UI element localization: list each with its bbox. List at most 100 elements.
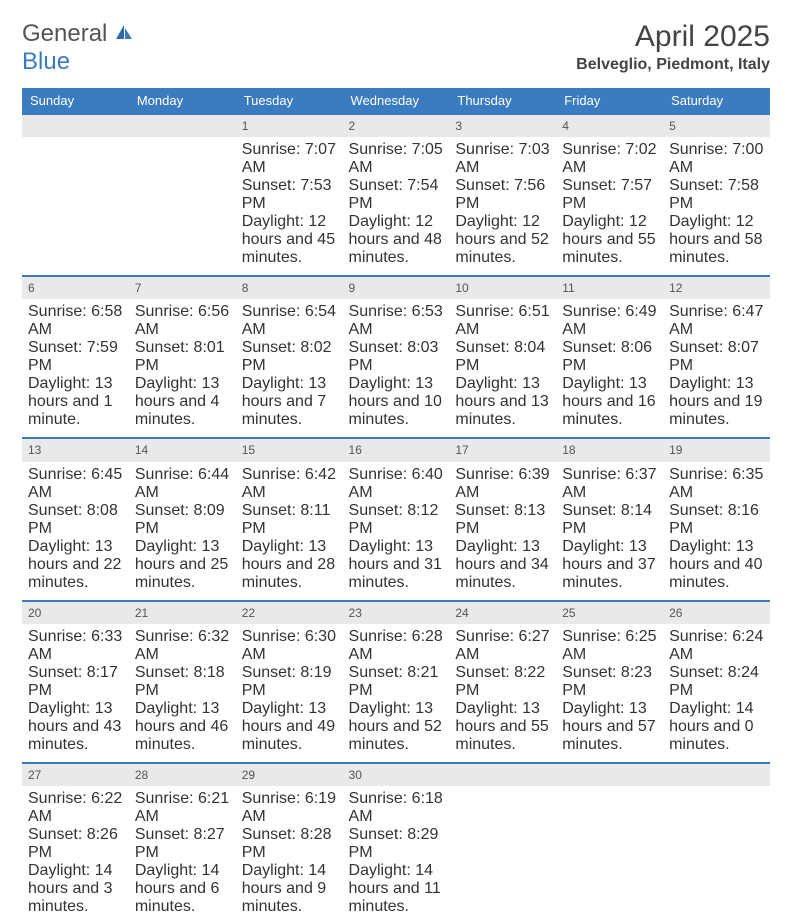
day-content-cell: Sunrise: 6:44 AMSunset: 8:09 PMDaylight:… [129, 462, 236, 601]
daylight-text: Daylight: 14 hours and 0 minutes. [669, 700, 754, 753]
daylight-text: Daylight: 13 hours and 1 minute. [28, 375, 113, 428]
day-number-cell: 9 [343, 276, 450, 299]
sunrise-text: Sunrise: 6:19 AM [242, 790, 336, 825]
day-content-cell: Sunrise: 6:33 AMSunset: 8:17 PMDaylight:… [22, 624, 129, 763]
day-number-row: 27282930 [22, 763, 770, 786]
day-number-cell: 5 [663, 114, 770, 137]
day-content-cell: Sunrise: 6:51 AMSunset: 8:04 PMDaylight:… [449, 299, 556, 438]
day-header-cell: Monday [129, 88, 236, 114]
sunrise-text: Sunrise: 6:30 AM [242, 628, 336, 663]
sunset-text: Sunset: 8:18 PM [135, 664, 225, 699]
day-header-cell: Thursday [449, 88, 556, 114]
day-content-cell: Sunrise: 7:05 AMSunset: 7:54 PMDaylight:… [343, 137, 450, 276]
sunset-text: Sunset: 8:13 PM [455, 502, 545, 537]
day-number-cell: 22 [236, 601, 343, 624]
day-content-row: Sunrise: 6:45 AMSunset: 8:08 PMDaylight:… [22, 462, 770, 601]
day-content-cell: Sunrise: 6:37 AMSunset: 8:14 PMDaylight:… [556, 462, 663, 601]
day-number-cell [556, 763, 663, 786]
day-number-cell: 28 [129, 763, 236, 786]
day-content-cell: Sunrise: 6:25 AMSunset: 8:23 PMDaylight:… [556, 624, 663, 763]
day-number-cell: 2 [343, 114, 450, 137]
sunset-text: Sunset: 8:01 PM [135, 339, 225, 374]
daylight-text: Daylight: 13 hours and 52 minutes. [349, 700, 442, 753]
daylight-text: Daylight: 12 hours and 58 minutes. [669, 213, 762, 266]
day-number-cell: 13 [22, 438, 129, 461]
month-title: April 2025 [576, 20, 770, 54]
day-number-cell [22, 114, 129, 137]
daylight-text: Daylight: 13 hours and 57 minutes. [562, 700, 655, 753]
day-number-cell: 3 [449, 114, 556, 137]
daylight-text: Daylight: 13 hours and 55 minutes. [455, 700, 548, 753]
daylight-text: Daylight: 13 hours and 10 minutes. [349, 375, 442, 428]
day-content-cell: Sunrise: 6:21 AMSunset: 8:27 PMDaylight:… [129, 786, 236, 924]
sunrise-text: Sunrise: 6:47 AM [669, 303, 763, 338]
logo-text-general: General [22, 20, 107, 47]
day-content-cell: Sunrise: 7:02 AMSunset: 7:57 PMDaylight:… [556, 137, 663, 276]
day-content-cell: Sunrise: 6:42 AMSunset: 8:11 PMDaylight:… [236, 462, 343, 601]
sunrise-text: Sunrise: 6:45 AM [28, 466, 122, 501]
sunset-text: Sunset: 7:54 PM [349, 177, 439, 212]
sunset-text: Sunset: 8:26 PM [28, 826, 118, 861]
day-number-cell [663, 763, 770, 786]
day-header-row: SundayMondayTuesdayWednesdayThursdayFrid… [22, 88, 770, 114]
daylight-text: Daylight: 14 hours and 11 minutes. [349, 862, 441, 915]
daylight-text: Daylight: 13 hours and 31 minutes. [349, 538, 442, 591]
day-content-cell: Sunrise: 6:32 AMSunset: 8:18 PMDaylight:… [129, 624, 236, 763]
day-content-cell [22, 137, 129, 276]
daylight-text: Daylight: 14 hours and 3 minutes. [28, 862, 113, 915]
day-content-cell: Sunrise: 6:30 AMSunset: 8:19 PMDaylight:… [236, 624, 343, 763]
daylight-text: Daylight: 12 hours and 48 minutes. [349, 213, 442, 266]
sunrise-text: Sunrise: 6:40 AM [349, 466, 443, 501]
sunrise-text: Sunrise: 6:18 AM [349, 790, 443, 825]
day-content-cell: Sunrise: 6:19 AMSunset: 8:28 PMDaylight:… [236, 786, 343, 924]
day-content-cell: Sunrise: 6:27 AMSunset: 8:22 PMDaylight:… [449, 624, 556, 763]
sunset-text: Sunset: 8:29 PM [349, 826, 439, 861]
day-number-cell: 17 [449, 438, 556, 461]
daylight-text: Daylight: 13 hours and 7 minutes. [242, 375, 327, 428]
sunset-text: Sunset: 8:19 PM [242, 664, 332, 699]
day-content-cell: Sunrise: 7:07 AMSunset: 7:53 PMDaylight:… [236, 137, 343, 276]
sunrise-text: Sunrise: 6:58 AM [28, 303, 122, 338]
day-number-row: 20212223242526 [22, 601, 770, 624]
daylight-text: Daylight: 13 hours and 43 minutes. [28, 700, 121, 753]
sunrise-text: Sunrise: 7:05 AM [349, 141, 443, 176]
day-number-cell: 11 [556, 276, 663, 299]
sunset-text: Sunset: 8:27 PM [135, 826, 225, 861]
sunset-text: Sunset: 8:22 PM [455, 664, 545, 699]
day-content-cell: Sunrise: 6:56 AMSunset: 8:01 PMDaylight:… [129, 299, 236, 438]
day-content-cell: Sunrise: 6:35 AMSunset: 8:16 PMDaylight:… [663, 462, 770, 601]
sunrise-text: Sunrise: 6:56 AM [135, 303, 229, 338]
day-number-row: 6789101112 [22, 276, 770, 299]
day-number-cell: 30 [343, 763, 450, 786]
day-number-cell [129, 114, 236, 137]
day-content-cell: Sunrise: 6:24 AMSunset: 8:24 PMDaylight:… [663, 624, 770, 763]
sunset-text: Sunset: 8:03 PM [349, 339, 439, 374]
day-content-cell: Sunrise: 6:53 AMSunset: 8:03 PMDaylight:… [343, 299, 450, 438]
daylight-text: Daylight: 12 hours and 45 minutes. [242, 213, 335, 266]
day-content-cell: Sunrise: 7:00 AMSunset: 7:58 PMDaylight:… [663, 137, 770, 276]
day-number-cell: 23 [343, 601, 450, 624]
header: General Blue April 2025 Belveglio, Piedm… [22, 20, 770, 76]
logo: General Blue [22, 20, 134, 76]
day-number-cell: 26 [663, 601, 770, 624]
sunset-text: Sunset: 8:23 PM [562, 664, 652, 699]
day-number-cell: 8 [236, 276, 343, 299]
day-content-cell: Sunrise: 6:39 AMSunset: 8:13 PMDaylight:… [449, 462, 556, 601]
day-number-cell: 18 [556, 438, 663, 461]
sunrise-text: Sunrise: 6:54 AM [242, 303, 336, 338]
sunrise-text: Sunrise: 6:35 AM [669, 466, 763, 501]
daylight-text: Daylight: 13 hours and 13 minutes. [455, 375, 548, 428]
daylight-text: Daylight: 13 hours and 40 minutes. [669, 538, 762, 591]
day-number-cell: 7 [129, 276, 236, 299]
day-number-cell: 24 [449, 601, 556, 624]
sunset-text: Sunset: 8:21 PM [349, 664, 439, 699]
day-content-cell: Sunrise: 6:49 AMSunset: 8:06 PMDaylight:… [556, 299, 663, 438]
daylight-text: Daylight: 13 hours and 16 minutes. [562, 375, 655, 428]
sunrise-text: Sunrise: 6:53 AM [349, 303, 443, 338]
sunset-text: Sunset: 8:06 PM [562, 339, 652, 374]
day-number-cell: 15 [236, 438, 343, 461]
sunrise-text: Sunrise: 6:49 AM [562, 303, 656, 338]
day-number-cell: 29 [236, 763, 343, 786]
day-content-cell [129, 137, 236, 276]
day-number-row: 13141516171819 [22, 438, 770, 461]
